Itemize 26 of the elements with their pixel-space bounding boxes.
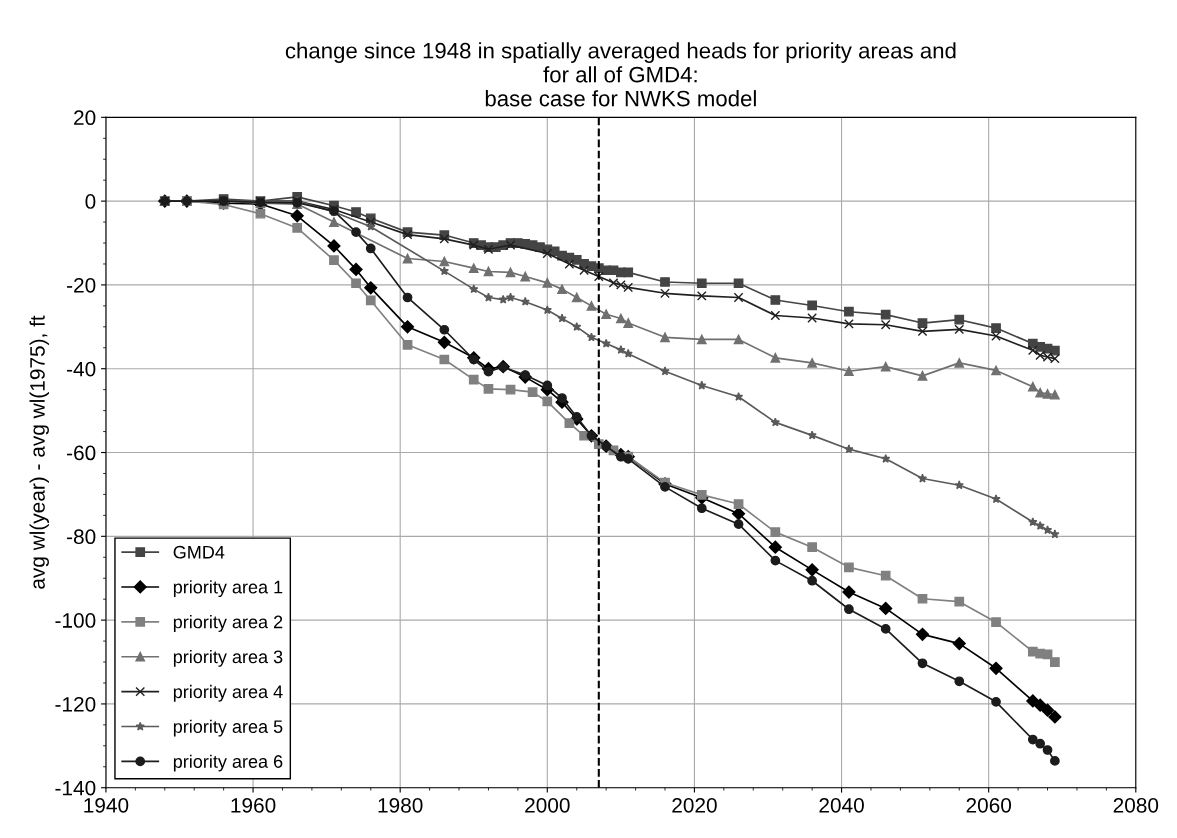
y-tick-label: 0: [85, 194, 96, 209]
y-axis-title: avg wl(year) - avg wl(1975), ft: [29, 315, 49, 589]
y-tick-label: -80: [67, 529, 96, 545]
y-tick-label: -120: [55, 696, 96, 712]
x-tick-label: 2000: [525, 797, 570, 813]
x-tick-label: 1960: [231, 797, 276, 813]
x-tick-label: 2020: [672, 797, 717, 813]
legend-label: priority area 4: [173, 684, 283, 702]
y-tick-label: -40: [67, 361, 96, 377]
legend-label: priority area 2: [173, 615, 283, 632]
legend-label: priority area 5: [173, 719, 283, 737]
y-tick-label: -20: [67, 277, 96, 293]
x-tick-label: 2040: [819, 797, 864, 813]
y-tick-label: -140: [55, 780, 96, 796]
legend-label: priority area 1: [173, 580, 283, 598]
legend-label: GMD4: [173, 545, 225, 559]
x-tick-label: 1940: [84, 797, 129, 813]
x-tick-label: 2060: [966, 797, 1012, 813]
legend-label: priority area 3: [173, 649, 283, 667]
legend-label: priority area 6: [173, 754, 283, 772]
x-tick-label: 1980: [378, 797, 423, 813]
x-tick-label: 2080: [1113, 797, 1159, 813]
y-tick-label: -60: [67, 445, 96, 461]
chart-title: change since 1948 in spatially averaged heads for priority areas and for all of GMD4: base case for NWKS model: [285, 42, 956, 107]
y-tick-label: -100: [55, 613, 96, 628]
y-tick-label: 20: [74, 110, 96, 126]
